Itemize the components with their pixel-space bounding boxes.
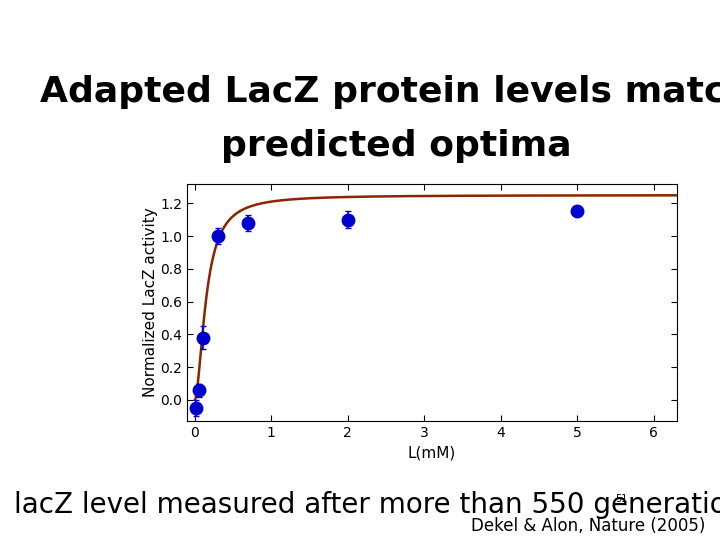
X-axis label: L(mM): L(mM) <box>408 446 456 461</box>
Text: Adapted LacZ protein levels match: Adapted LacZ protein levels match <box>40 75 720 109</box>
Text: predicted optima: predicted optima <box>221 129 571 163</box>
Text: 51: 51 <box>616 494 628 504</box>
Text: Dekel & Alon, Nature (2005): Dekel & Alon, Nature (2005) <box>471 517 706 535</box>
Text: lacZ level measured after more than 550 generations: lacZ level measured after more than 550 … <box>14 491 720 519</box>
Y-axis label: Normalized LacZ activity: Normalized LacZ activity <box>143 207 158 397</box>
